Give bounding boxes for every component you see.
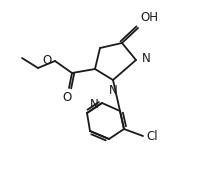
Text: N: N [90,99,99,112]
Text: O: O [43,54,52,67]
Text: O: O [62,91,72,104]
Text: N: N [109,84,117,97]
Text: N: N [142,52,151,65]
Text: Cl: Cl [146,130,158,143]
Text: OH: OH [140,11,158,24]
